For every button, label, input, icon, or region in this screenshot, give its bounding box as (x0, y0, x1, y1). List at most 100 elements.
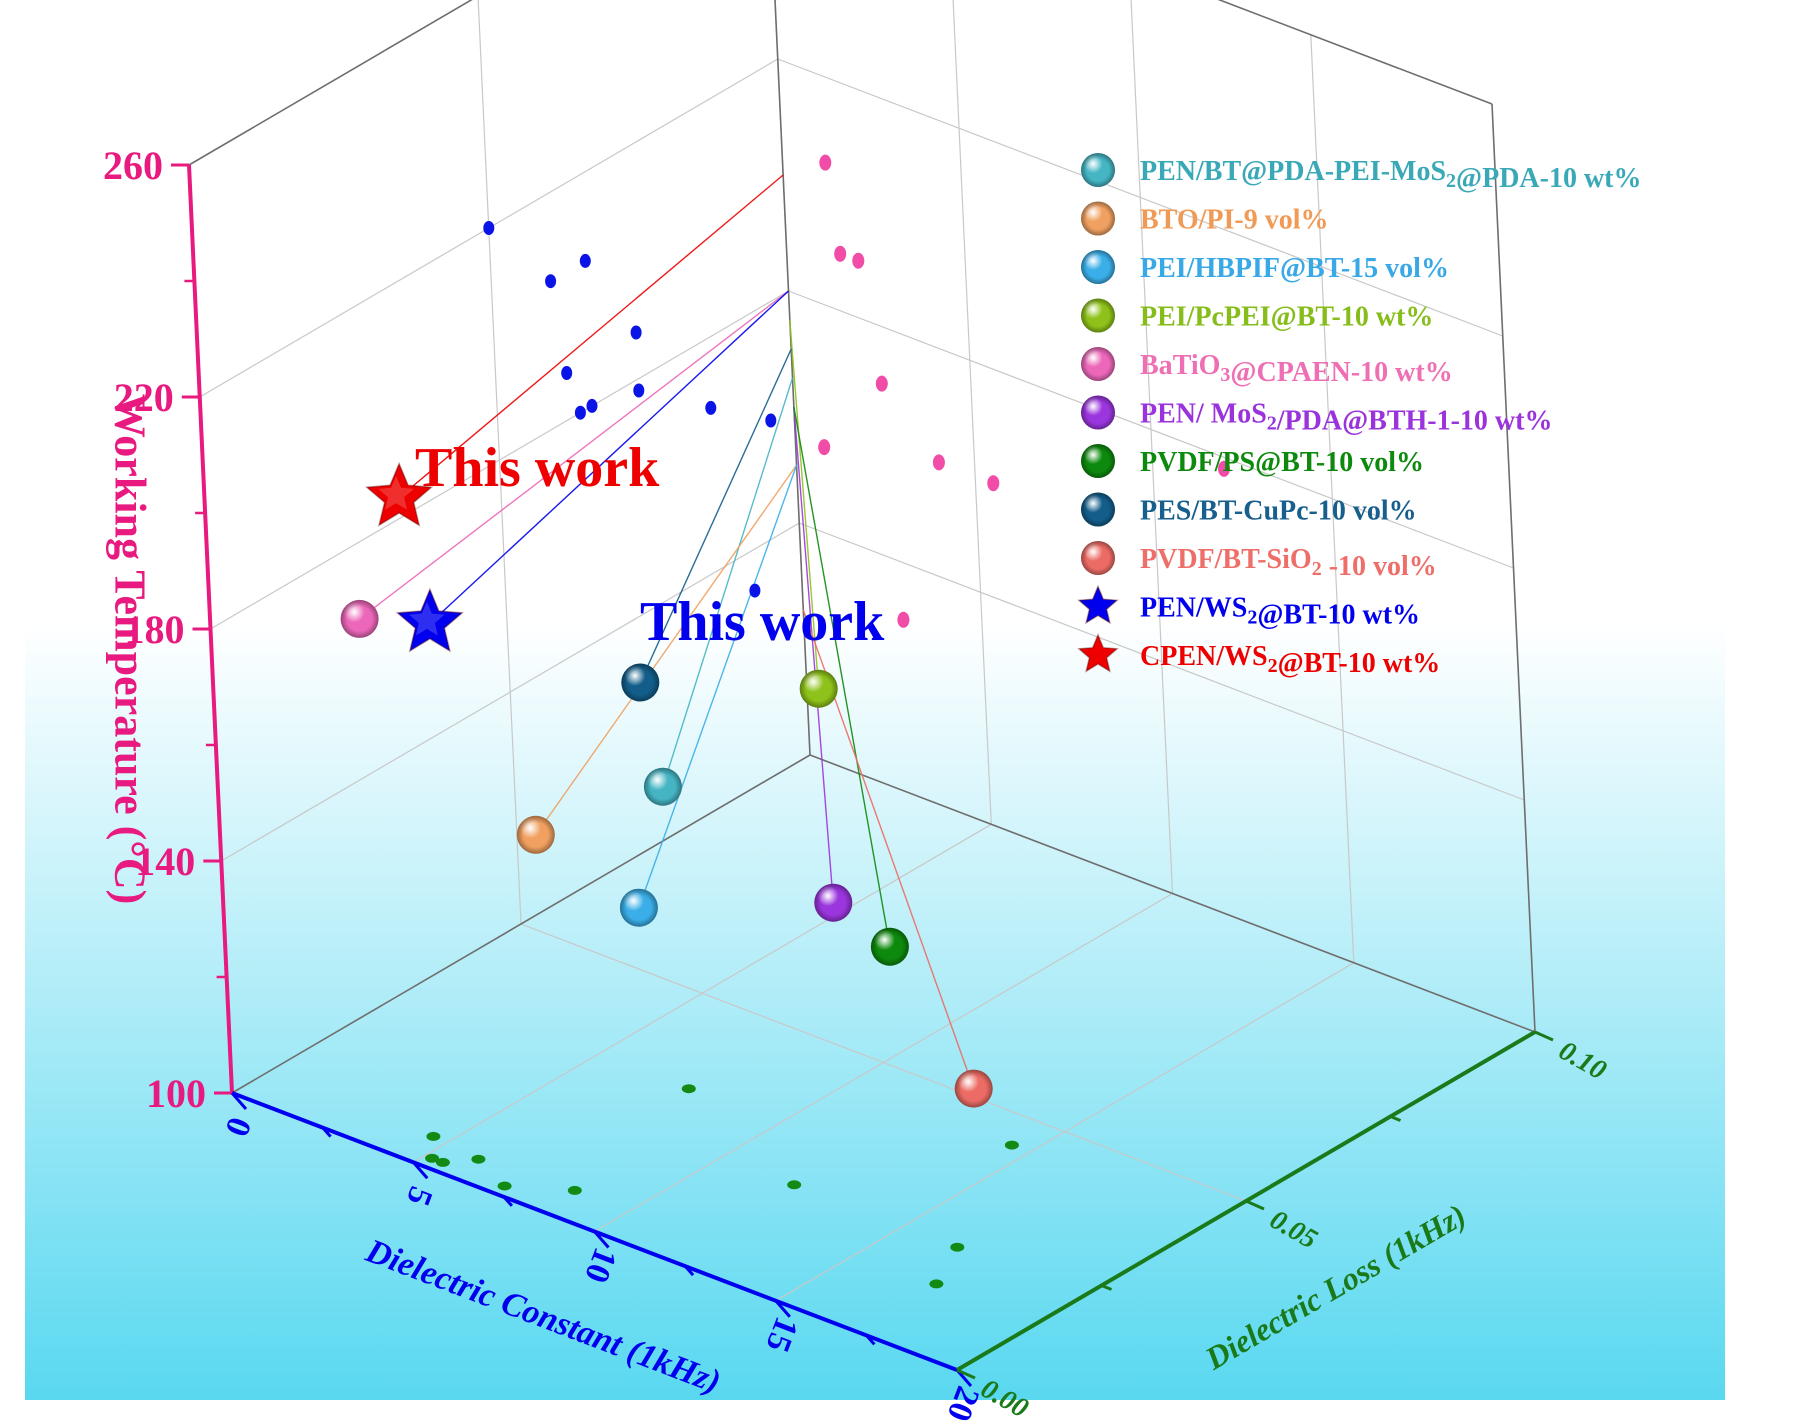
legend-label: PEI/HBPIF@BT-15 vol% (1140, 253, 1449, 284)
projection-connector (793, 406, 834, 903)
projection-point-yz (545, 274, 557, 289)
projection-connector (359, 290, 789, 620)
projection-connector (793, 406, 891, 947)
projection-point-xz (1218, 460, 1230, 477)
projection-connector (535, 464, 798, 836)
y-tick (956, 1368, 976, 1380)
y-minor-tick (1100, 1284, 1113, 1291)
plot-background (25, 60, 1725, 1400)
projection-point-yz (579, 253, 591, 268)
data-marker-star (395, 587, 465, 653)
projection-connector (398, 174, 784, 499)
projection-point-xz (852, 252, 865, 269)
legend-marker-sphere (1081, 347, 1115, 381)
box-edge (1217, 0, 1493, 105)
projection-point-yz (561, 366, 573, 380)
legend-marker-sphere (1081, 298, 1115, 333)
legend: PEN/BT@PDA-PEI-MoS2@PDA-10 wt% BTO/PI-9 v… (1077, 153, 1642, 679)
annotation-layer: This work This work (415, 437, 885, 653)
data-marker-sphere (621, 663, 660, 702)
projection-point-xy (929, 1279, 944, 1289)
legend-marker-sphere (1081, 250, 1115, 284)
projection-point-xy (681, 1084, 696, 1094)
projection-point-xz (875, 375, 888, 392)
projection-point-xz (818, 439, 831, 456)
x-tick (412, 1161, 429, 1180)
z-tick-label: 180 (125, 607, 185, 652)
x-minor-tick (321, 1126, 332, 1138)
grid-line (1310, 34, 1355, 963)
x-minor-tick (502, 1195, 514, 1207)
projection-point-xz (897, 611, 910, 628)
projection-point-xy (1004, 1140, 1019, 1150)
projection-point-yz (705, 400, 717, 415)
projection-point-xy (425, 1153, 440, 1163)
data-marker-sphere (619, 888, 658, 927)
z-tick-label: 140 (135, 839, 195, 884)
legend-label: PES/BT-CuPc-10 vol% (1140, 496, 1417, 527)
x-tick (230, 1092, 248, 1110)
legend-label: PEN/WS2@BT-10 wt% (1140, 593, 1420, 631)
z-axis-title: Working Temperature (°C) (106, 394, 155, 905)
projection-point-yz (749, 583, 761, 598)
grid-line (477, 0, 522, 925)
z-tick-label: 220 (114, 375, 174, 420)
projection-point-xy (435, 1157, 450, 1167)
projection-point-yz (765, 413, 777, 428)
projection-connector (639, 348, 792, 683)
projection-connector-layer (359, 174, 975, 1089)
box-edge (1491, 103, 1536, 1033)
grid-line (952, 0, 992, 825)
projection-point-yz (586, 398, 598, 413)
data-marker-sphere (814, 883, 853, 922)
legend-marker-star (1077, 633, 1119, 673)
projection-point-yz (630, 325, 642, 340)
data-marker-star (364, 461, 434, 527)
data-marker-sphere (340, 599, 379, 638)
y-tick (1245, 1199, 1265, 1211)
data-marker-sphere (516, 815, 555, 854)
legend-marker-sphere (1081, 153, 1115, 187)
data-marker-sphere (870, 927, 909, 966)
x-tick (774, 1299, 791, 1318)
projection-point-layer (425, 154, 1230, 1289)
data-marker-sphere (954, 1069, 993, 1108)
projection-point-xz (834, 245, 847, 262)
legend-label: PVDF/PS@BT-10 vol% (1140, 447, 1424, 478)
legend-marker-star (1077, 584, 1119, 625)
data-marker-sphere (799, 669, 838, 708)
box-edge (188, 0, 473, 166)
projection-connector (638, 464, 798, 908)
x-minor-tick (683, 1265, 695, 1277)
projection-point-xy (426, 1131, 441, 1141)
projection-connector (429, 290, 789, 624)
legend-marker-sphere (1081, 444, 1115, 478)
projection-point-xz (932, 454, 945, 471)
box-edge (809, 754, 1536, 1033)
annotation-this-work: This work (415, 437, 660, 499)
legend-marker-sphere (1081, 492, 1115, 527)
legend-label: BTO/PI-9 vol% (1140, 205, 1329, 236)
legend-marker-sphere (1081, 541, 1115, 575)
projection-point-yz (633, 383, 645, 398)
legend-label: PEI/PcPEI@BT-10 wt% (1140, 302, 1433, 333)
projection-point-yz (574, 405, 586, 420)
y-tick (1534, 1030, 1554, 1042)
grid-line (520, 923, 1247, 1202)
projection-point-xz (819, 154, 832, 171)
x-minor-tick (865, 1334, 876, 1346)
legend-marker-sphere (1081, 201, 1115, 236)
projection-point-yz (483, 221, 495, 235)
grid-line (1130, 0, 1174, 894)
legend-marker-sphere (1081, 395, 1115, 430)
box-edge (231, 754, 811, 1094)
annotation-this-work: This work (640, 591, 885, 653)
projection-point-xy (497, 1181, 512, 1191)
projection-point-xy (471, 1154, 486, 1164)
projection-point-xy (950, 1242, 965, 1252)
z-tick-label: 100 (146, 1071, 206, 1116)
projection-point-xz (987, 475, 1000, 492)
marker-layer (340, 461, 993, 1108)
legend-label: PVDF/BT-SiO2 -10 vol% (1140, 544, 1437, 582)
